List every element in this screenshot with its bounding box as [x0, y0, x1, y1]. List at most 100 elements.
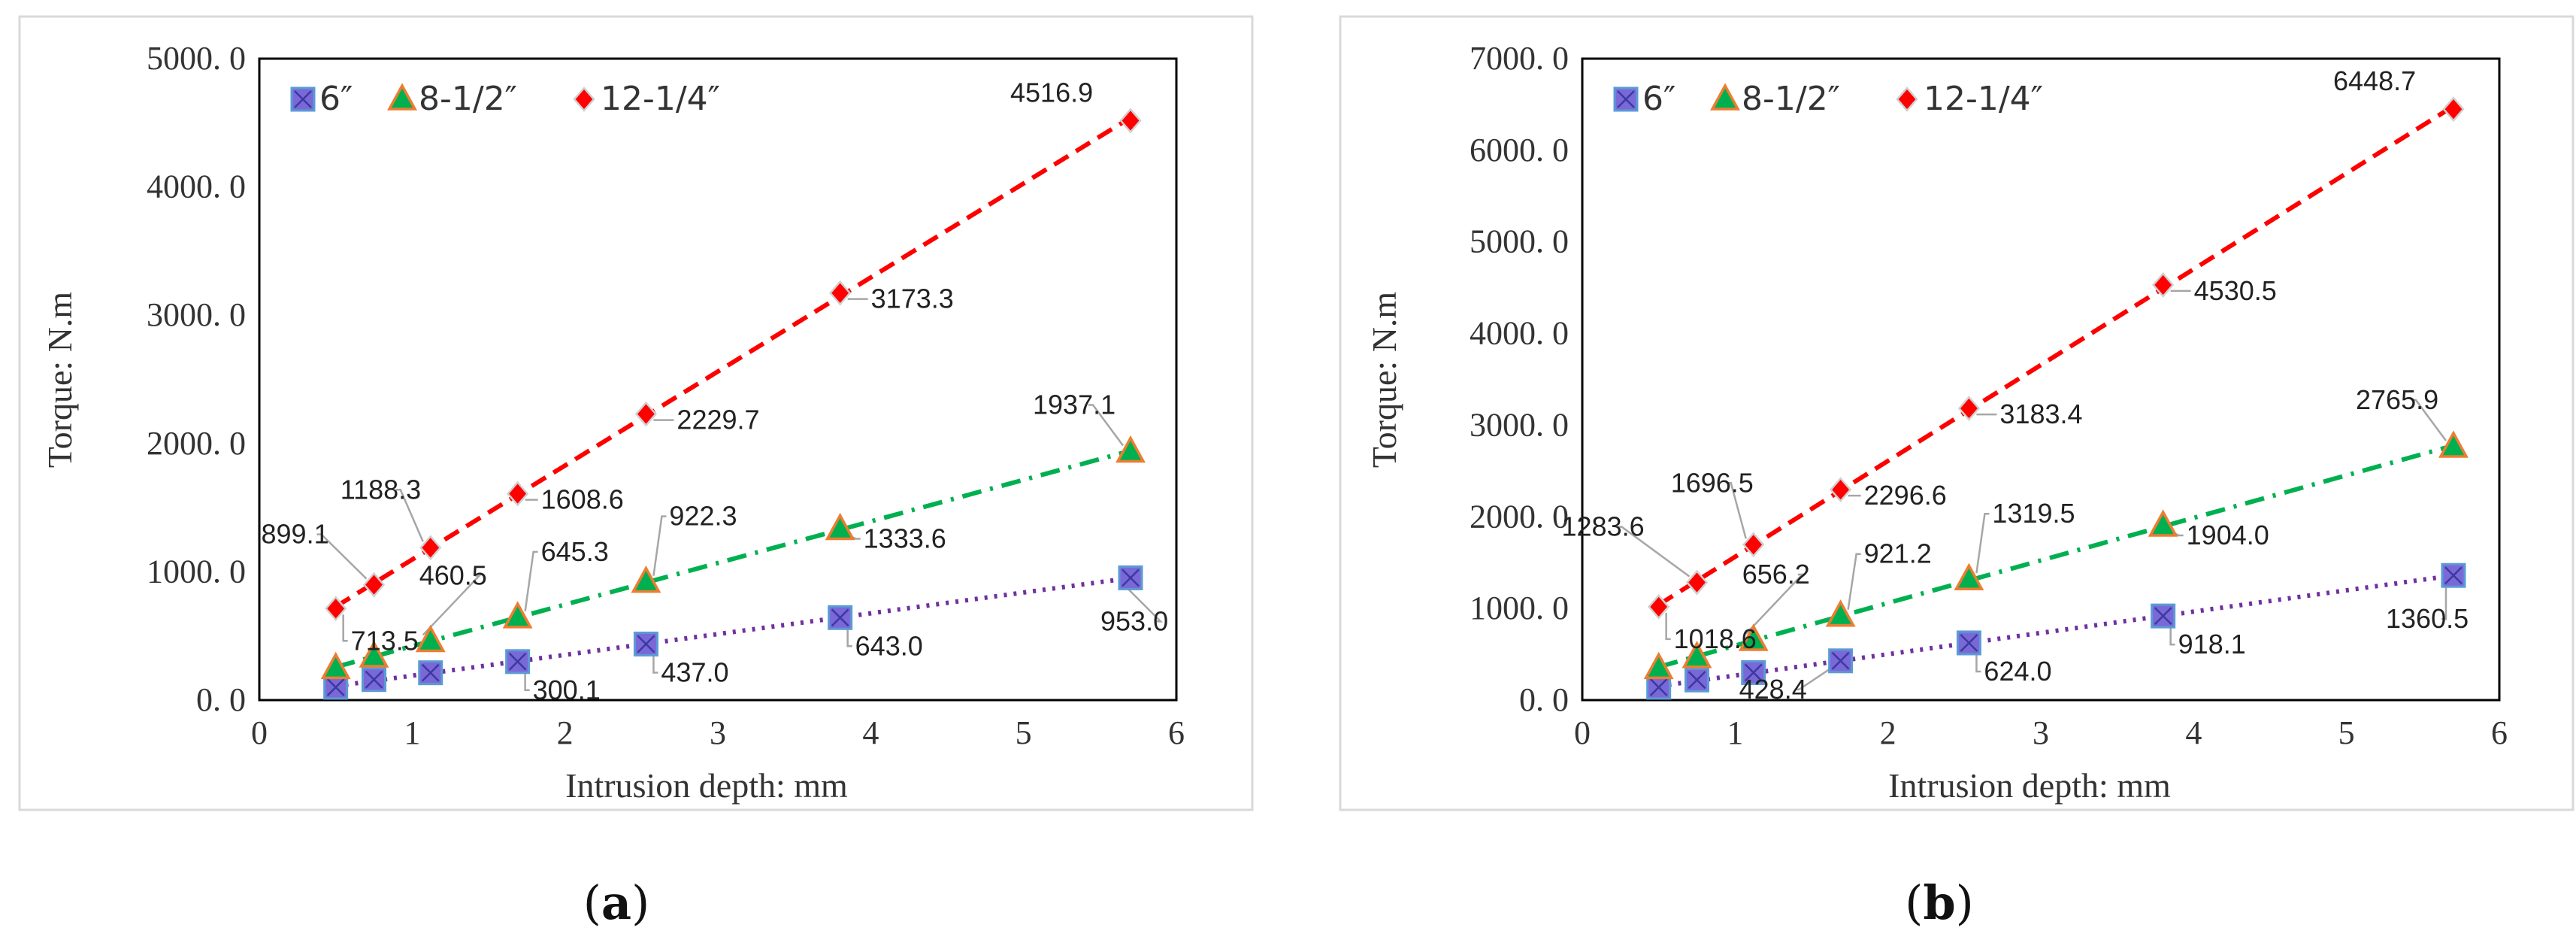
y-tick-label-b-1: 1000. 0	[1470, 590, 1569, 626]
point-a-8-5in-5	[825, 512, 855, 541]
leader-line-a-8-5in-2	[422, 575, 482, 636]
point-a-8-5in-4	[631, 565, 661, 593]
point-a-6in-3	[505, 649, 531, 675]
point-a-8-5in-0	[320, 651, 351, 680]
data-label-b-12-25in-2: 1696.5	[1671, 467, 1754, 498]
point-a-8-5in-1	[359, 640, 389, 668]
leader-line-b-6in-4	[1975, 648, 1981, 673]
point-a-12-25in-3	[506, 481, 529, 507]
leader-line-a-6in-3	[524, 667, 530, 692]
leader-line-a-12-25in-1	[316, 533, 368, 580]
legend-marker-a-6in	[290, 86, 316, 112]
point-a-8-5in-3	[502, 601, 533, 629]
point-b-8-5in-3	[1825, 599, 1856, 627]
data-label-a-8-5in-2: 460.5	[419, 559, 487, 590]
point-b-6in-3	[1828, 648, 1854, 674]
y-tick-label-b-7: 7000. 0	[1470, 40, 1569, 77]
y-axis-title-b: Torque: N.m	[1365, 292, 1403, 468]
trendline-b-12-25in	[1657, 104, 2455, 607]
trendline-a-8-5in	[334, 448, 1131, 669]
data-label-a-6in-5: 643.0	[855, 630, 923, 661]
x-tick-label-a-1: 1	[404, 714, 420, 751]
point-b-12-25in-5	[2152, 272, 2175, 298]
point-b-8-5in-0	[1643, 651, 1674, 680]
x-tick-label-a-2: 2	[557, 714, 574, 751]
point-a-6in-0	[323, 675, 349, 700]
x-tick-label-a-0: 0	[251, 714, 268, 751]
legend-marker-b-12-25in	[1896, 86, 1918, 112]
legend-item-b-8-5in: 8-1/2″	[1710, 80, 1840, 118]
leader-line-a-12-25in-2	[395, 489, 424, 542]
x-tick-label-b-6: 6	[2491, 714, 2508, 751]
data-label-a-8-5in-4: 922.3	[669, 501, 737, 532]
point-b-8-5in-6	[2438, 430, 2469, 458]
legend-item-a-8-5in: 8-1/2″	[387, 80, 517, 118]
point-a-6in-5	[828, 605, 853, 630]
data-label-a-8-5in-6: 1937.1	[1033, 390, 1115, 420]
plot-area-b	[1581, 57, 2501, 702]
legend-label-a-8-5in: 8-1/2″	[419, 80, 517, 118]
point-b-12-25in-3	[1829, 477, 1852, 503]
leader-line-b-12-25in-2	[1726, 482, 1747, 539]
data-label-a-12-25in-2: 1188.3	[341, 474, 421, 505]
legend-marker-b-6in	[1613, 86, 1639, 112]
x-tick-label-b-2: 2	[1880, 714, 1896, 751]
leader-line-a-6in-4	[652, 650, 658, 674]
y-axis-title-a: Torque: N.m	[41, 292, 79, 468]
legend-marker-b-8-5in	[1710, 83, 1740, 111]
data-label-b-8-5in-3: 921.2	[1864, 538, 1932, 569]
trendline-b-6in	[1658, 573, 2454, 689]
legend-label-a-6in: 6″	[319, 80, 353, 118]
point-b-12-25in-4	[1957, 396, 1981, 421]
point-b-12-25in-6	[2442, 96, 2465, 123]
point-a-6in-6	[1118, 565, 1143, 590]
point-a-12-25in-1	[362, 572, 386, 598]
y-tick-label-b-6: 6000. 0	[1470, 132, 1569, 168]
leader-line-b-6in-6	[2441, 581, 2447, 620]
point-a-8-5in-2	[415, 624, 446, 653]
point-b-6in-5	[2151, 603, 2176, 629]
y-tick-label-a-0: 0. 0	[196, 681, 246, 718]
legend-marker-a-8-5in	[387, 83, 417, 111]
legend-marker-a-12-25in	[573, 86, 595, 112]
leader-line-a-12-25in-0	[342, 614, 348, 642]
legend-label-b-8-5in: 8-1/2″	[1742, 80, 1840, 118]
data-label-b-8-5in-6: 2765.9	[2356, 384, 2438, 415]
data-label-b-12-25in-4: 3183.4	[1999, 399, 2082, 429]
data-label-b-8-5in-2: 656.2	[1742, 559, 1810, 590]
data-label-b-12-25in-1: 1283.6	[1562, 511, 1645, 542]
caption-a: (a)	[583, 875, 650, 930]
trendline-b-8-5in	[1657, 443, 2454, 669]
point-a-8-5in-6	[1115, 435, 1146, 463]
caption-a-close: )	[631, 875, 649, 930]
y-tick-label-b-2: 2000. 0	[1470, 498, 1569, 535]
point-b-6in-2	[1741, 659, 1766, 685]
point-a-6in-2	[418, 660, 443, 686]
leader-line-b-6in-3	[1794, 666, 1834, 691]
data-label-b-6in-3: 428.4	[1739, 674, 1807, 705]
legend-item-b-12-25in: 12-1/4″	[1896, 80, 2043, 118]
x-tick-label-a-6: 6	[1168, 714, 1185, 751]
y-tick-label-a-3: 3000. 0	[147, 296, 246, 333]
y-tick-label-a-4: 4000. 0	[147, 168, 246, 205]
data-label-b-12-25in-3: 2296.6	[1864, 480, 1947, 511]
x-tick-label-b-4: 4	[2185, 714, 2202, 751]
leader-line-b-8-5in-6	[2411, 399, 2447, 441]
point-b-12-25in-1	[1685, 569, 1709, 596]
data-label-b-6in-6: 1360.5	[2386, 603, 2469, 634]
x-tick-label-a-5: 5	[1016, 714, 1032, 751]
point-a-12-25in-6	[1119, 108, 1142, 134]
legend-item-a-6in: 6″	[290, 80, 353, 118]
leader-line-b-8-5in-3	[1847, 553, 1861, 610]
point-a-6in-1	[362, 667, 386, 693]
leader-line-b-12-25in-1	[1617, 526, 1691, 578]
chart-panel-b: 0. 0 1000. 0 2000. 0 3000. 0 4000. 0 5000. 0 6…	[1339, 15, 2574, 930]
point-b-8-5in-2	[1738, 623, 1769, 651]
data-label-b-8-5in-4: 1319.5	[1992, 498, 2075, 529]
caption-a-letter: a	[601, 875, 631, 930]
data-label-a-12-25in-5: 3173.3	[871, 283, 954, 314]
data-label-a-12-25in-3: 1608.6	[541, 484, 624, 515]
point-b-6in-0	[1646, 675, 1672, 700]
leader-line-a-6in-5	[846, 623, 852, 647]
data-label-a-8-5in-3: 645.3	[541, 536, 609, 567]
